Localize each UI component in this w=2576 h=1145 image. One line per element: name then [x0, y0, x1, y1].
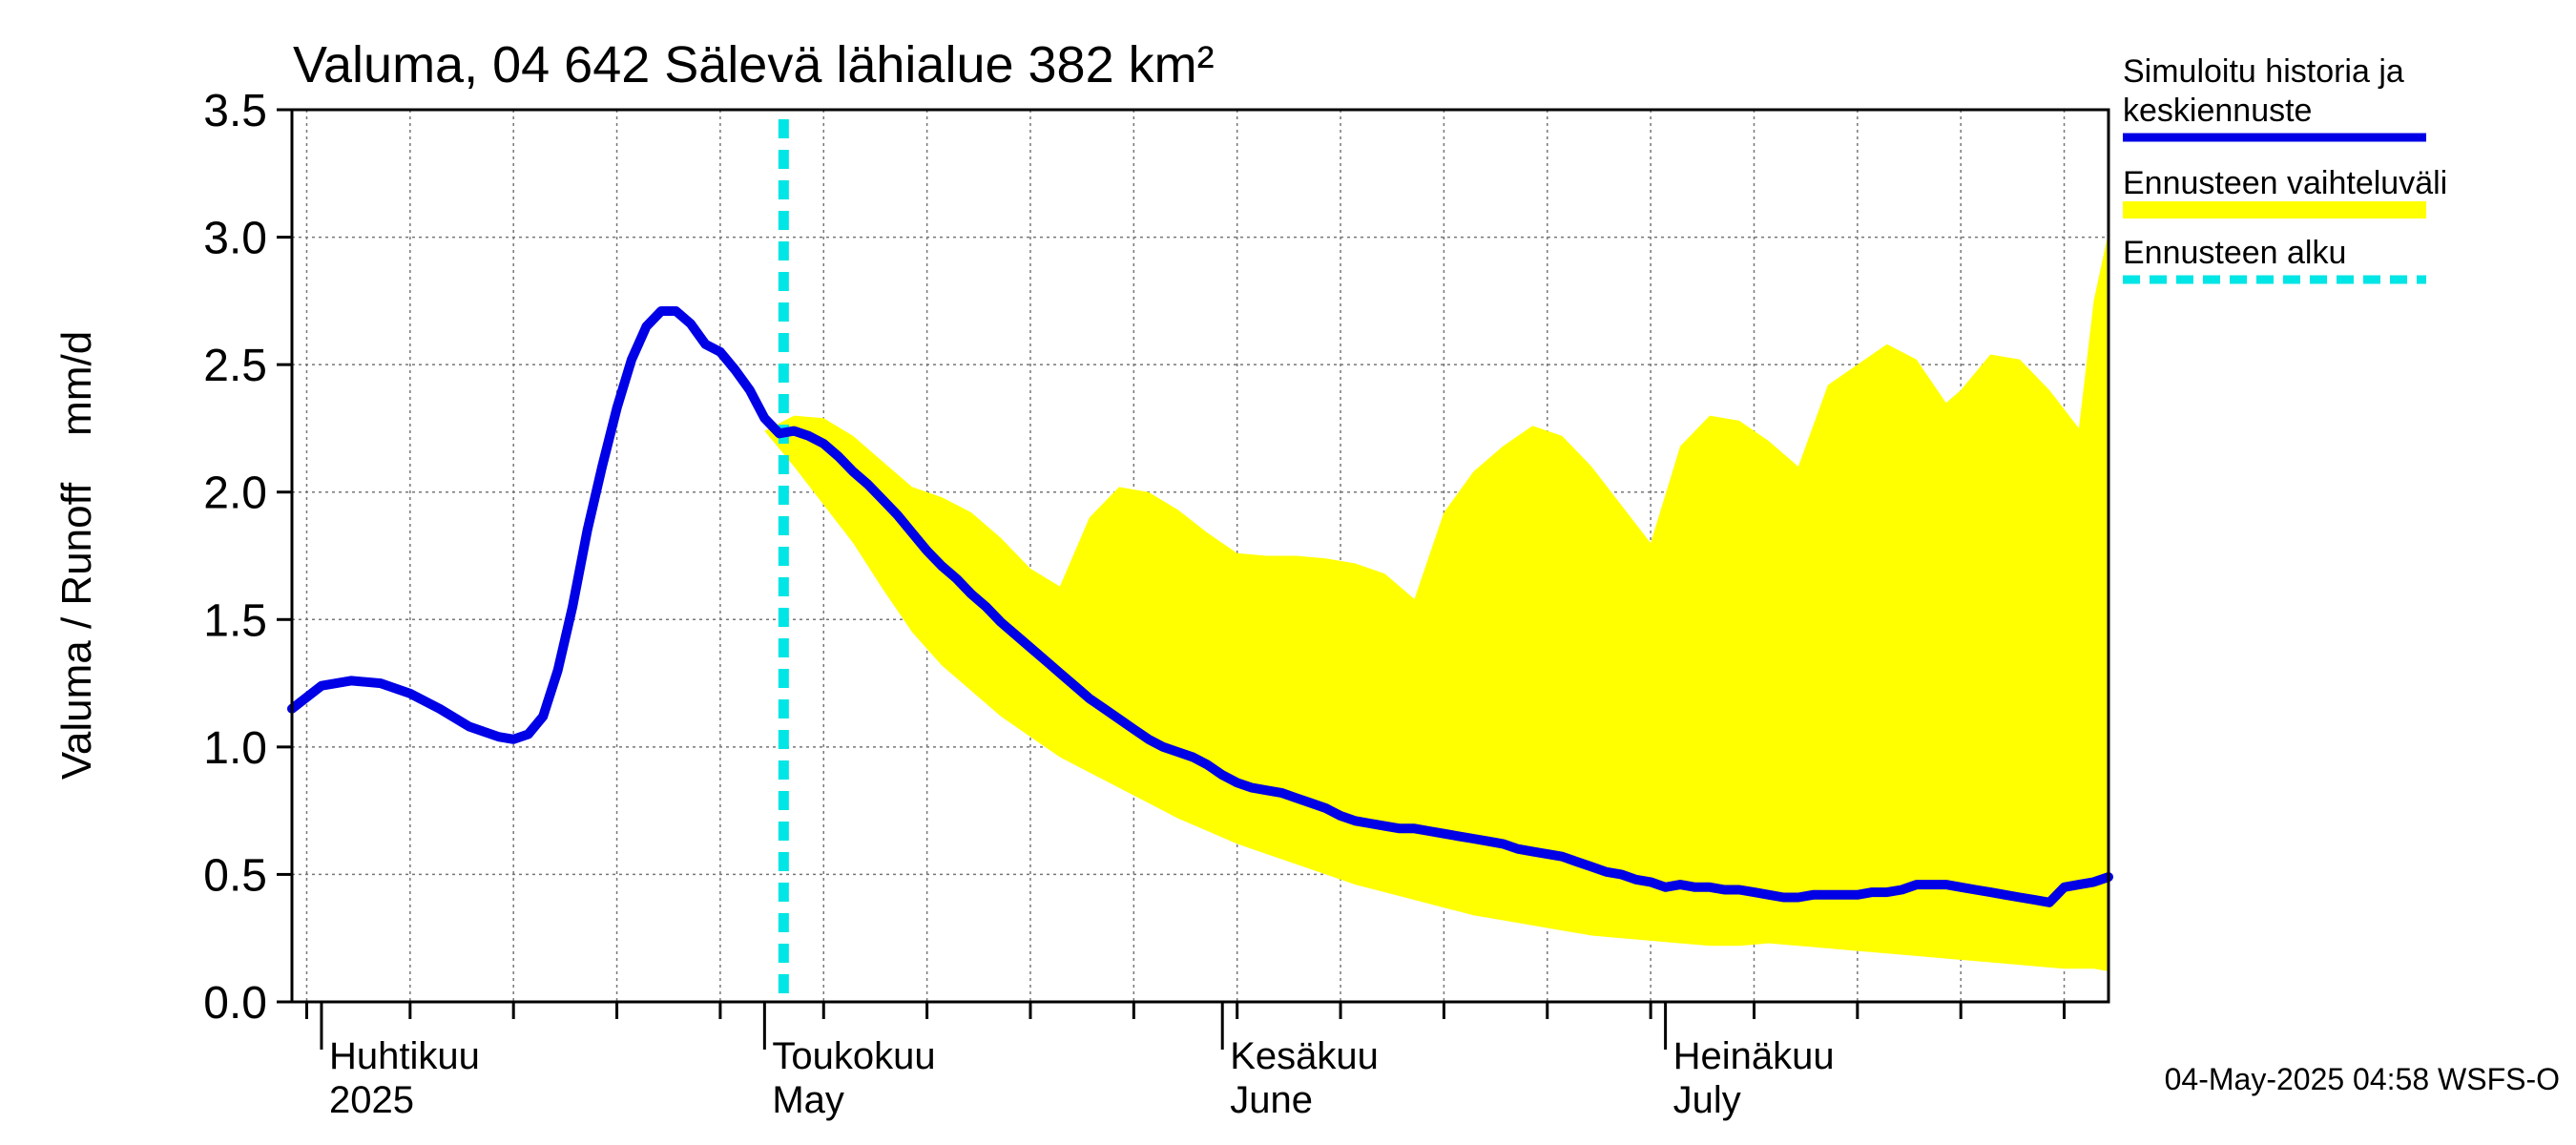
chart-title: Valuma, 04 642 Sälevä lähialue 382 km²	[293, 36, 1215, 94]
x-month-sublabel: July	[1673, 1079, 1741, 1121]
x-month-label: Toukokuu	[772, 1035, 935, 1077]
x-month-sublabel: 2025	[329, 1079, 414, 1121]
y-tick-label: 1.5	[203, 595, 267, 646]
x-month-sublabel: May	[772, 1079, 844, 1121]
y-tick-label: 3.0	[203, 214, 267, 264]
x-month-label: Heinäkuu	[1673, 1035, 1835, 1077]
y-tick-label: 3.5	[203, 86, 267, 136]
legend-label: Simuloitu historia ja	[2123, 53, 2404, 90]
y-tick-label: 2.5	[203, 341, 267, 391]
y-tick-label: 2.0	[203, 468, 267, 519]
x-month-label: Huhtikuu	[329, 1035, 480, 1077]
legend-label: Ennusteen vaihteluväli	[2123, 165, 2447, 201]
y-tick-label: 0.0	[203, 978, 267, 1029]
legend-label: Ennusteen alku	[2123, 235, 2346, 271]
x-month-sublabel: June	[1230, 1079, 1313, 1121]
y-tick-label: 0.5	[203, 850, 267, 901]
forecast-range-band	[764, 232, 2109, 971]
footer-timestamp: 04-May-2025 04:58 WSFS-O	[2165, 1062, 2560, 1096]
x-month-label: Kesäkuu	[1230, 1035, 1379, 1077]
history-and-mean-line	[287, 306, 2113, 907]
y-axis-label: Valuma / Runoff mm/d	[53, 331, 100, 780]
plot-area	[287, 108, 2113, 1004]
plot-frame	[290, 108, 2110, 1004]
y-axis: 0.0 0.5 1.0 1.5 2.0 2.5 3.0 3.5	[203, 86, 292, 1029]
legend-label-line2: keskiennuste	[2123, 93, 2312, 129]
y-tick-label: 1.0	[203, 723, 267, 774]
